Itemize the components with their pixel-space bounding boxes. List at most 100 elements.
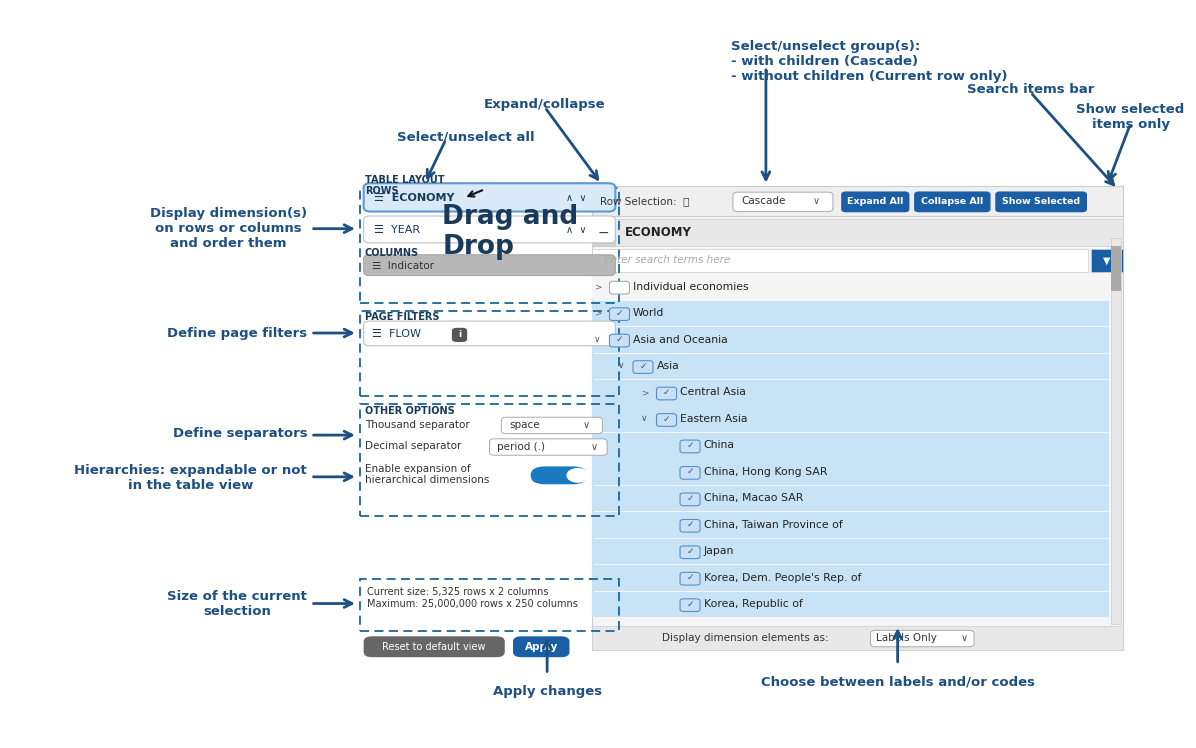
Text: ✓: ✓ [687, 494, 694, 503]
FancyBboxPatch shape [501, 417, 603, 434]
Bar [592, 380, 1110, 405]
Text: Cascade: Cascade [742, 196, 786, 206]
FancyBboxPatch shape [610, 281, 629, 294]
Text: ∨: ∨ [594, 335, 600, 344]
Text: Define page filters: Define page filters [167, 327, 307, 340]
Text: Show selected
items only: Show selected items only [1076, 103, 1185, 131]
FancyBboxPatch shape [681, 467, 700, 479]
Text: PAGE FILTERS: PAGE FILTERS [365, 312, 439, 322]
FancyBboxPatch shape [531, 467, 587, 484]
FancyBboxPatch shape [610, 334, 629, 347]
Text: ROWS: ROWS [365, 186, 398, 197]
Text: >: > [596, 309, 603, 318]
FancyBboxPatch shape [364, 255, 616, 275]
Text: Select/unselect all: Select/unselect all [397, 130, 535, 144]
Text: ✓: ✓ [687, 573, 694, 582]
Text: Hierarchies: expandable or not
in the table view: Hierarchies: expandable or not in the ta… [74, 465, 307, 492]
FancyBboxPatch shape [364, 637, 505, 657]
Bar [360, 184, 618, 303]
Text: Current size: 5,325 rows x 2 columns: Current size: 5,325 rows x 2 columns [367, 587, 549, 598]
Text: China: China [703, 441, 734, 450]
Text: ✓: ✓ [616, 309, 623, 318]
Bar [360, 404, 618, 515]
Text: Labels Only: Labels Only [877, 633, 938, 643]
Text: Expand/collapse: Expand/collapse [484, 98, 605, 111]
Text: Korea, Dem. People's Rep. of: Korea, Dem. People's Rep. of [703, 573, 861, 583]
Text: China, Hong Kong SAR: China, Hong Kong SAR [703, 467, 828, 476]
Bar [360, 579, 618, 631]
Text: China, Taiwan Province of: China, Taiwan Province of [703, 520, 842, 530]
FancyBboxPatch shape [364, 321, 616, 346]
Text: i: i [458, 330, 462, 339]
FancyBboxPatch shape [841, 191, 909, 212]
Bar [592, 539, 1110, 565]
Text: Enter search terms here: Enter search terms here [604, 255, 730, 266]
Bar [592, 592, 1110, 617]
Text: Enable expansion of: Enable expansion of [365, 465, 470, 474]
Text: ✓: ✓ [687, 468, 694, 476]
FancyBboxPatch shape [489, 439, 608, 456]
FancyBboxPatch shape [681, 546, 700, 559]
FancyBboxPatch shape [364, 183, 616, 212]
Text: Display dimension elements as:: Display dimension elements as: [663, 633, 829, 643]
FancyBboxPatch shape [610, 308, 629, 320]
Text: Korea, Republic of: Korea, Republic of [703, 599, 803, 609]
Text: Apply: Apply [525, 642, 559, 652]
Text: Row Selection:  ⓘ: Row Selection: ⓘ [600, 196, 689, 206]
Text: Decimal separator: Decimal separator [365, 441, 462, 451]
Bar [592, 219, 616, 246]
Text: ☰  YEAR: ☰ YEAR [374, 225, 420, 235]
Bar [592, 219, 1123, 246]
Text: ✓: ✓ [687, 600, 694, 609]
Text: >: > [596, 282, 603, 291]
Text: Drag and
Drop: Drag and Drop [443, 204, 579, 260]
Text: Individual economies: Individual economies [633, 282, 749, 292]
FancyBboxPatch shape [871, 631, 974, 647]
Text: Eastern Asia: Eastern Asia [681, 414, 748, 424]
FancyBboxPatch shape [733, 192, 832, 212]
FancyBboxPatch shape [681, 440, 700, 453]
Text: ∧  ∨: ∧ ∨ [566, 225, 586, 235]
Text: OTHER OPTIONS: OTHER OPTIONS [365, 406, 454, 416]
Text: Choose between labels and/or codes: Choose between labels and/or codes [761, 675, 1035, 688]
Bar [592, 301, 1110, 326]
Bar [592, 274, 1110, 300]
Bar [592, 327, 1110, 353]
FancyBboxPatch shape [452, 328, 468, 342]
Text: Show Selected: Show Selected [1002, 197, 1080, 206]
FancyBboxPatch shape [513, 637, 569, 657]
Text: −: − [598, 225, 609, 239]
Text: World: World [633, 308, 664, 318]
FancyBboxPatch shape [364, 216, 616, 243]
Text: ☰  FLOW: ☰ FLOW [372, 329, 421, 339]
Text: ∨: ∨ [591, 442, 598, 452]
Text: TABLE LAYOUT: TABLE LAYOUT [365, 175, 445, 186]
Bar [592, 186, 1123, 216]
Text: Asia and Oceania: Asia and Oceania [633, 334, 727, 345]
Bar [1111, 246, 1121, 290]
Bar [592, 485, 1110, 512]
Text: ☰  ECONOMY: ☰ ECONOMY [374, 193, 454, 203]
Text: ☰  Indicator: ☰ Indicator [372, 261, 434, 271]
Bar [1111, 239, 1121, 624]
Text: ✓: ✓ [687, 520, 694, 530]
FancyBboxPatch shape [657, 414, 677, 426]
Text: Define separators: Define separators [172, 427, 307, 440]
FancyBboxPatch shape [681, 493, 700, 506]
Text: Maximum: 25,000,000 rows x 250 columns: Maximum: 25,000,000 rows x 250 columns [367, 599, 578, 610]
Text: Asia: Asia [657, 361, 679, 371]
Text: ∨: ∨ [962, 633, 969, 643]
Bar [360, 310, 618, 396]
FancyBboxPatch shape [681, 599, 700, 612]
Bar [1091, 249, 1123, 272]
Text: >: > [642, 388, 651, 397]
FancyBboxPatch shape [995, 191, 1087, 212]
Bar [592, 459, 1110, 485]
Text: Size of the current
selection: Size of the current selection [167, 589, 307, 618]
Text: Search items bar: Search items bar [966, 83, 1094, 96]
Text: ∨: ∨ [813, 196, 820, 206]
Text: ✓: ✓ [687, 547, 694, 556]
Bar [592, 354, 1110, 379]
Text: Central Asia: Central Asia [681, 387, 746, 397]
Text: ∨: ∨ [617, 361, 624, 370]
